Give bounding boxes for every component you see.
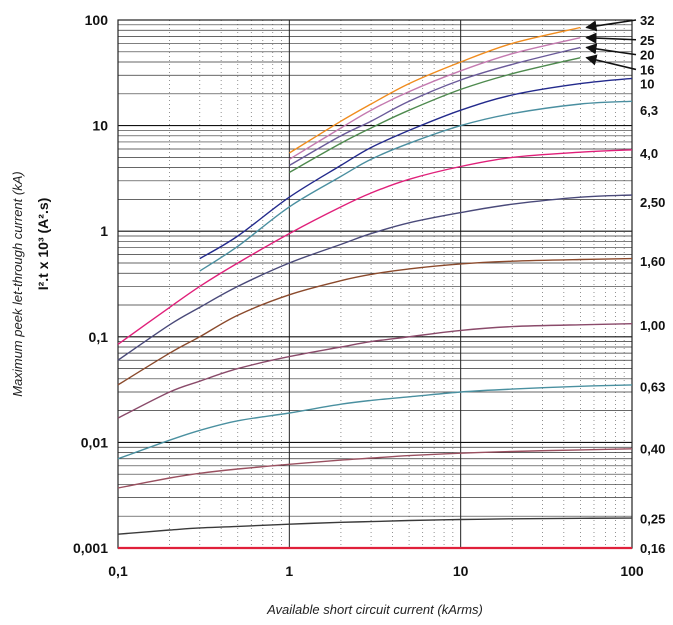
curve-label-25: 25 [640, 33, 654, 48]
series-line-10 [199, 77, 633, 260]
series-line-20 [288, 46, 581, 167]
curve-label-arrow-16 [585, 54, 637, 71]
x-tick-labels: 0,1 1 10 100 [108, 563, 644, 579]
x-axis-title: Available short circuit current (kArms) [266, 602, 483, 617]
series-line-2-50 [117, 194, 633, 361]
y-tick-label: 100 [85, 12, 109, 28]
series-line-1-60 [117, 257, 633, 386]
curve-label-20: 20 [640, 48, 654, 63]
curve-label-arrow-20 [585, 43, 637, 56]
series-line-1-00 [117, 323, 633, 419]
y-tick-label: 1 [100, 223, 108, 239]
curve-label-0-25: 0,25 [640, 512, 665, 527]
x-tick-label: 10 [453, 563, 469, 579]
x-tick-label: 1 [285, 563, 293, 579]
curve-label-arrow-25 [585, 32, 637, 44]
y-tick-label: 0,1 [89, 329, 109, 345]
x-tick-label: 100 [620, 563, 644, 579]
y-tick-labels: 0,001 0,01 0,1 1 10 100 [73, 12, 108, 556]
plot-frame [117, 19, 633, 549]
y-axis-title: Maximum peek let-through current (kA) [10, 171, 25, 396]
series-layer [117, 26, 633, 550]
curve-label-16: 16 [640, 62, 654, 77]
series-line-32 [288, 26, 581, 154]
curve-label-10: 10 [640, 77, 654, 92]
curve-label-4-0: 4,0 [640, 146, 658, 161]
curve-label-0-63: 0,63 [640, 379, 665, 394]
y-tick-label: 0,01 [81, 434, 108, 450]
y-tick-label: 0,001 [73, 540, 108, 556]
y-axis-title-secondary: I².t x 10³ (A².s) [35, 198, 51, 291]
minor-grid [118, 20, 632, 548]
series-line-0-40 [117, 448, 633, 489]
curve-label-6-3: 6,3 [640, 103, 658, 118]
series-line-16 [288, 57, 581, 174]
series-line-0-25 [117, 517, 633, 535]
curve-label-32: 32 [640, 13, 654, 28]
curve-label-arrow-32 [585, 19, 637, 32]
curve-label-1-00: 1,00 [640, 318, 665, 333]
curve-label-0-40: 0,40 [640, 441, 665, 456]
series-line-0-63 [117, 384, 633, 460]
x-tick-label: 0,1 [108, 563, 128, 579]
y-tick-label: 10 [92, 118, 108, 134]
curve-label-2-50: 2,50 [640, 195, 665, 210]
series-line-25 [288, 37, 581, 160]
curve-label-1-60: 1,60 [640, 254, 665, 269]
series-line-6-3 [199, 100, 633, 272]
series-line-4-0 [117, 149, 633, 345]
curve-label-0-16: 0,16 [640, 541, 665, 556]
major-grid [118, 20, 632, 548]
